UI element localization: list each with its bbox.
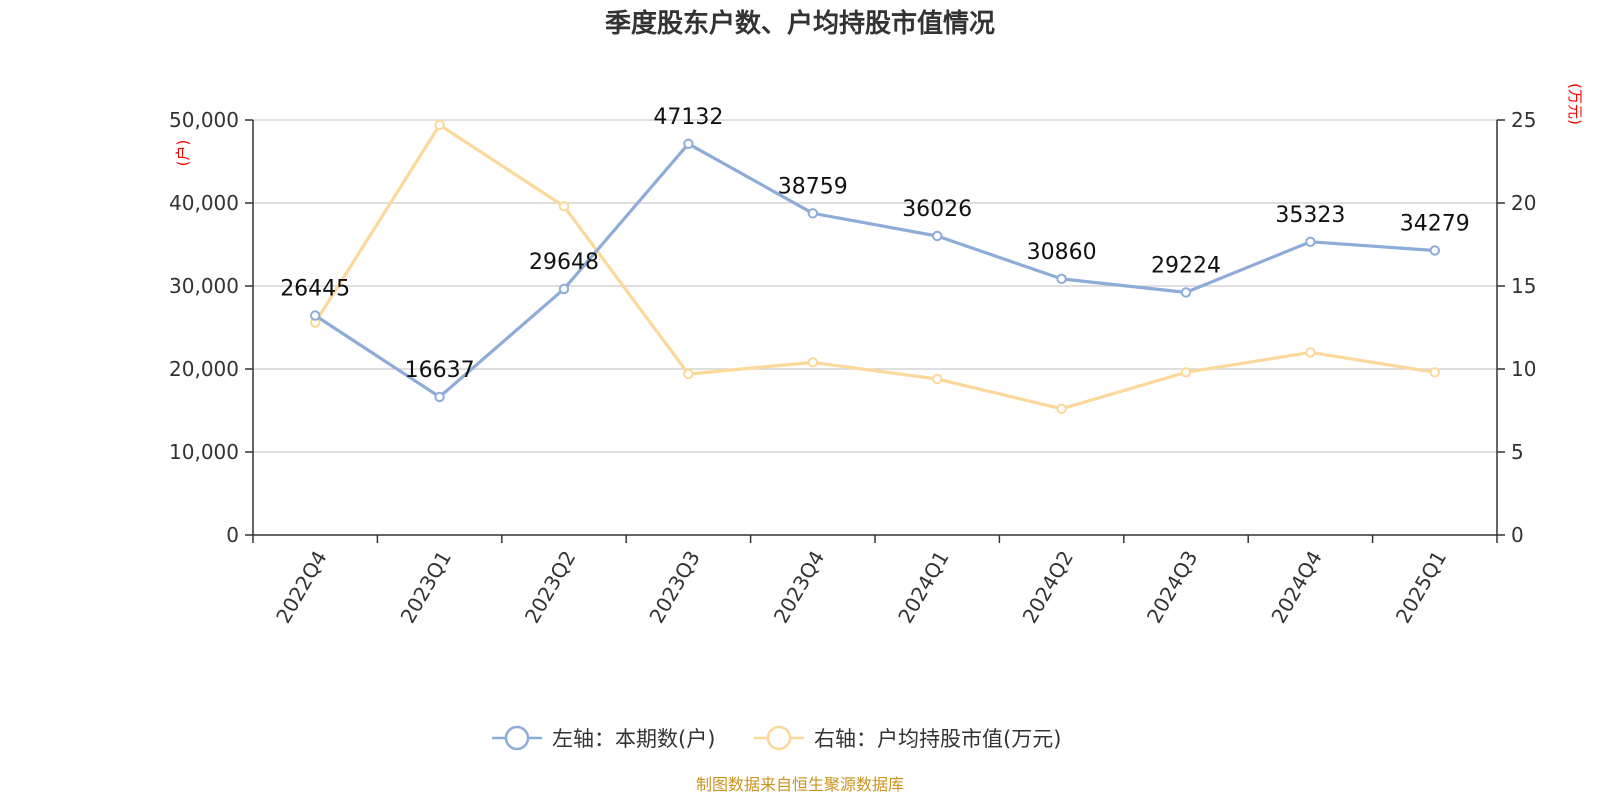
data-point-left [310, 310, 321, 321]
right-axis-tick-label: 5 [1511, 440, 1524, 464]
data-point-left [683, 138, 694, 150]
x-axis-tick-label: 2023Q4 [769, 547, 829, 628]
data-point-right [683, 368, 694, 380]
data-label: 26445 [280, 277, 350, 302]
x-axis-tick-label: 2025Q1 [1391, 547, 1451, 628]
data-label: 29224 [1151, 253, 1221, 278]
x-axis-tick-label: 2023Q3 [644, 547, 704, 628]
data-point-left [1305, 236, 1316, 248]
chart-title: 季度股东户数、户均持股市值情况 [605, 8, 995, 39]
series-line-left [314, 142, 1435, 399]
data-point-right [434, 119, 445, 131]
legend-marker-1 [766, 725, 792, 751]
data-point-left [1429, 245, 1441, 256]
data-point-right [558, 201, 570, 212]
legend-label-1: 右轴：户均持股市值(万元) [814, 727, 1061, 751]
data-point-right [1429, 367, 1441, 378]
right-axis-tick-label: 0 [1511, 523, 1524, 547]
right-axis-tick-label: 20 [1511, 191, 1536, 215]
data-point-right [932, 373, 943, 385]
x-axis-tick-label: 2024Q4 [1266, 547, 1326, 628]
data-label: 36026 [902, 197, 972, 222]
data-label: 34279 [1400, 211, 1470, 236]
data-point-left [807, 208, 818, 219]
left-axis-tick-label: 20,000 [169, 357, 239, 381]
data-point-right [807, 357, 818, 368]
right-axis-tick-label: 25 [1511, 108, 1536, 132]
data-point-left [434, 391, 445, 403]
right-axis-tick-label: 15 [1511, 274, 1536, 298]
series-layer: 26445 16637 29648 47132 38759 36026 30860 29224… [280, 105, 1470, 415]
legend-label-0: 左轴：本期数(户) [552, 727, 715, 751]
x-axis-tick-label: 2023Q2 [520, 547, 580, 628]
left-axis-tick-label: 40,000 [169, 191, 239, 215]
data-point-left [558, 283, 570, 295]
x-axis-tick-label: 2024Q1 [893, 547, 953, 628]
right-axis-unit: (万元) [1566, 83, 1584, 125]
grid-lines [253, 119, 1497, 453]
data-point-left [1180, 287, 1192, 298]
left-axis-unit: (户) [174, 140, 192, 167]
data-point-right [1056, 403, 1067, 415]
data-point-left [1056, 273, 1067, 285]
left-axis-tick-label: 0 [226, 523, 239, 547]
x-axis-tick-label: 2022Q4 [271, 547, 331, 628]
series-line-right [313, 123, 1436, 411]
source-note: 制图数据来自恒生聚源数据库 [696, 775, 904, 794]
x-axis-tick-label: 2023Q1 [396, 547, 456, 628]
data-label: 29648 [529, 250, 599, 275]
data-label: 16637 [405, 358, 475, 383]
data-label: 38759 [778, 174, 848, 199]
x-axis-tick-label: 2024Q2 [1018, 547, 1078, 628]
right-axis-tick-label: 10 [1511, 357, 1536, 381]
data-label: 30860 [1027, 240, 1097, 265]
data-label: 35323 [1275, 203, 1345, 228]
data-label: 47132 [653, 105, 723, 130]
left-axis-tick-label: 50,000 [169, 108, 239, 132]
left-axis-tick-label: 10,000 [169, 440, 239, 464]
legend: 左轴：本期数(户) 右轴：户均持股市值(万元) [492, 725, 1061, 751]
data-point-left [932, 230, 943, 242]
x-axis-tick-label: 2024Q3 [1142, 547, 1202, 628]
data-point-right [1180, 367, 1192, 378]
left-axis-tick-label: 30,000 [169, 274, 239, 298]
legend-marker-0 [504, 725, 530, 751]
data-point-right [1305, 347, 1316, 358]
